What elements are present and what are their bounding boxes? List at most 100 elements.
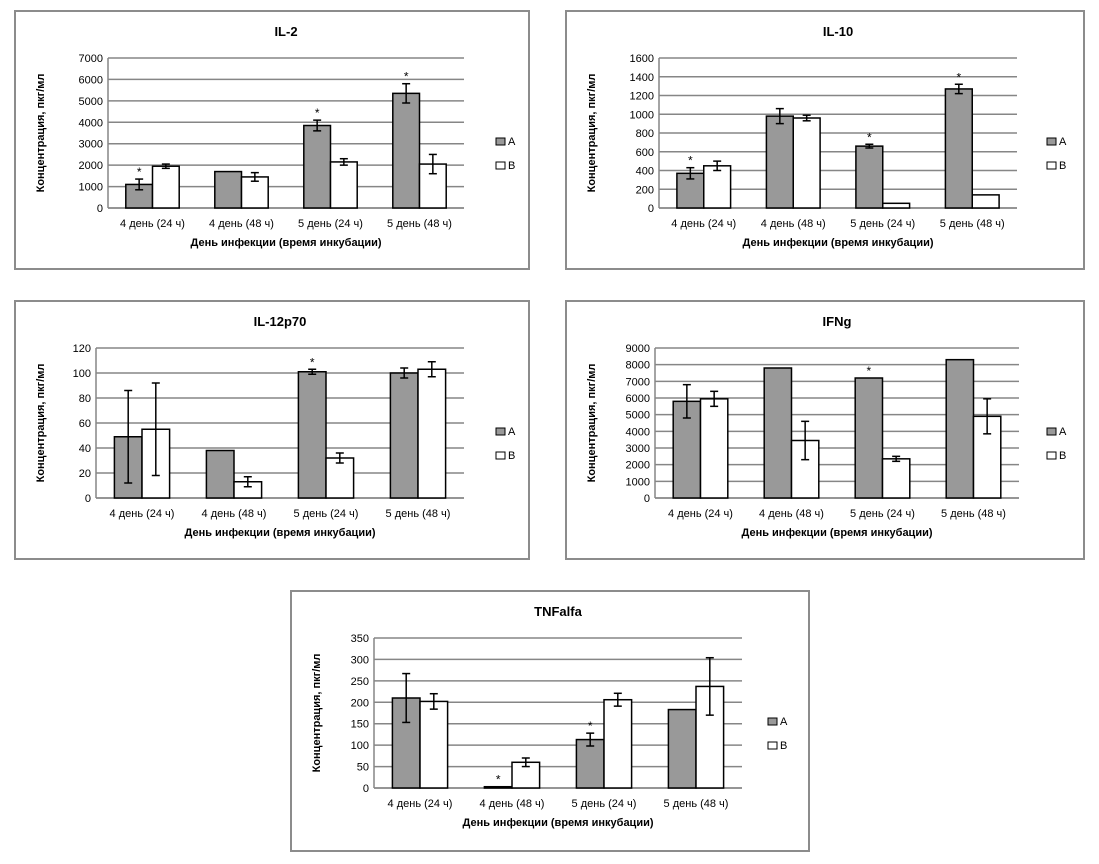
- x-tick-label: 5 день (24 ч): [572, 798, 637, 810]
- bar-a: [854, 377, 884, 499]
- x-tick-label: 5 день (24 ч): [294, 508, 359, 520]
- x-tick-label: 5 день (48 ч): [386, 508, 451, 520]
- legend-swatch-a: [495, 137, 506, 146]
- significance-mark: *: [867, 130, 872, 144]
- legend-label-b: B: [1059, 450, 1066, 462]
- y-axis-title: Концентрация, пкг/мл: [311, 654, 323, 773]
- legend-label-a: A: [1059, 426, 1067, 438]
- y-tick-label: 200: [351, 697, 369, 709]
- x-axis-title: День инфекции (время инкубации): [742, 237, 933, 249]
- y-tick-label: 200: [636, 184, 654, 196]
- bar-b: [881, 458, 911, 499]
- x-axis-title: День инфекции (время инкубации): [741, 527, 932, 539]
- chart-panel-ifng: IFNg 0 1000 2000 3000 4000 5000 6000 7000 8000 900…: [565, 300, 1085, 560]
- significance-mark: *: [404, 70, 409, 84]
- y-tick-label: 40: [79, 443, 91, 455]
- chart-title: IL-2: [274, 24, 297, 39]
- chart-panel-il12p70: IL-12p70 0 20 40 60 80 100 120 4 день (24 ч) 4 де…: [14, 300, 530, 560]
- x-axis-title: День инфекции (время инкубации): [184, 527, 375, 539]
- x-tick-label: 4 день (24 ч): [388, 798, 453, 810]
- chart-svg: IL-10 0 200 400 600 800 1000 1200 1400 1600 * 4 ден…: [586, 24, 1067, 249]
- y-tick-label: 0: [648, 203, 654, 215]
- x-tick-label: 5 день (24 ч): [850, 508, 915, 520]
- bar-b: [792, 117, 821, 209]
- legend-swatch-b: [1046, 451, 1057, 460]
- bar-a: [389, 372, 419, 499]
- bar-b: [882, 202, 911, 209]
- significance-mark: *: [867, 364, 872, 378]
- legend-label-a: A: [780, 716, 788, 728]
- x-tick-label: 5 день (48 ч): [940, 218, 1005, 230]
- y-tick-label: 4000: [626, 426, 650, 438]
- bar-a: [392, 92, 421, 209]
- bar-b: [419, 700, 449, 789]
- legend-label-b: B: [508, 450, 515, 462]
- bar-a: [303, 124, 332, 209]
- x-tick-label: 4 день (48 ч): [209, 218, 274, 230]
- chart-panel-il10: IL-10 0 200 400 600 800 1000 1200 1400 1600 * 4 ден…: [565, 10, 1085, 270]
- legend-label-b: B: [1059, 160, 1066, 172]
- chart-panel-il2: IL-2 0 1000 2000 3000 4000 5000 6000 7000 * 4 день…: [14, 10, 530, 270]
- significance-mark: *: [315, 106, 320, 120]
- y-tick-label: 5000: [79, 96, 103, 108]
- x-tick-label: 4 день (24 ч): [668, 508, 733, 520]
- y-tick-label: 4000: [79, 117, 103, 129]
- y-axis-title: Концентрация, пкг/мл: [586, 364, 598, 483]
- bar-a: [575, 738, 605, 789]
- y-tick-label: 80: [79, 393, 91, 405]
- bar-a: [205, 449, 235, 499]
- legend-label-b: B: [780, 740, 787, 752]
- bar-b: [240, 176, 269, 209]
- y-tick-label: 7000: [626, 376, 650, 388]
- y-tick-label: 0: [85, 493, 91, 505]
- y-tick-label: 350: [351, 633, 369, 645]
- x-tick-label: 4 день (24 ч): [120, 218, 185, 230]
- chart-title: IL-10: [823, 24, 853, 39]
- x-tick-label: 4 день (48 ч): [759, 508, 824, 520]
- bar-a: [483, 785, 513, 789]
- y-tick-label: 60: [79, 418, 91, 430]
- x-tick-label: 4 день (48 ч): [761, 218, 826, 230]
- y-tick-label: 2000: [79, 160, 103, 172]
- y-axis-title: Концентрация, пкг/мл: [35, 74, 47, 193]
- legend-swatch-b: [495, 451, 506, 460]
- bar-a: [765, 115, 794, 209]
- chart-title: TNFalfa: [534, 604, 582, 619]
- bar-a: [667, 708, 697, 789]
- y-tick-label: 3000: [79, 139, 103, 151]
- legend-swatch-a: [1046, 137, 1057, 146]
- y-axis-title: Концентрация, пкг/мл: [35, 364, 47, 483]
- significance-mark: *: [956, 70, 961, 84]
- y-tick-label: 100: [73, 368, 91, 380]
- bar-a: [297, 371, 327, 499]
- legend-swatch-b: [1046, 161, 1057, 170]
- y-tick-label: 1400: [630, 72, 654, 84]
- y-tick-label: 250: [351, 676, 369, 688]
- bar-a: [945, 358, 975, 499]
- bar-b: [329, 161, 358, 209]
- bar-a: [214, 170, 243, 209]
- legend-label-a: A: [1059, 136, 1067, 148]
- y-tick-label: 600: [636, 147, 654, 159]
- bar-a: [763, 367, 793, 499]
- x-tick-label: 4 день (24 ч): [110, 508, 175, 520]
- bar-b: [971, 194, 1000, 209]
- bar-a: [672, 400, 702, 499]
- y-tick-label: 0: [363, 783, 369, 795]
- legend-swatch-a: [767, 717, 778, 726]
- legend-swatch-a: [1046, 427, 1057, 436]
- y-tick-label: 150: [351, 719, 369, 731]
- y-tick-label: 120: [73, 343, 91, 355]
- y-tick-label: 5000: [626, 410, 650, 422]
- bar-b: [972, 415, 1002, 499]
- y-tick-label: 1600: [630, 53, 654, 65]
- bar-b: [151, 165, 180, 209]
- x-tick-label: 4 день (48 ч): [202, 508, 267, 520]
- y-tick-label: 6000: [626, 393, 650, 405]
- significance-mark: *: [688, 154, 693, 168]
- y-tick-label: 6000: [79, 74, 103, 86]
- chart-svg: TNFalfa 0 50 100 150 200 250 300 350 4 день (24 ч…: [311, 604, 788, 829]
- y-tick-label: 400: [636, 166, 654, 178]
- bar-b: [325, 457, 355, 499]
- y-tick-label: 3000: [626, 443, 650, 455]
